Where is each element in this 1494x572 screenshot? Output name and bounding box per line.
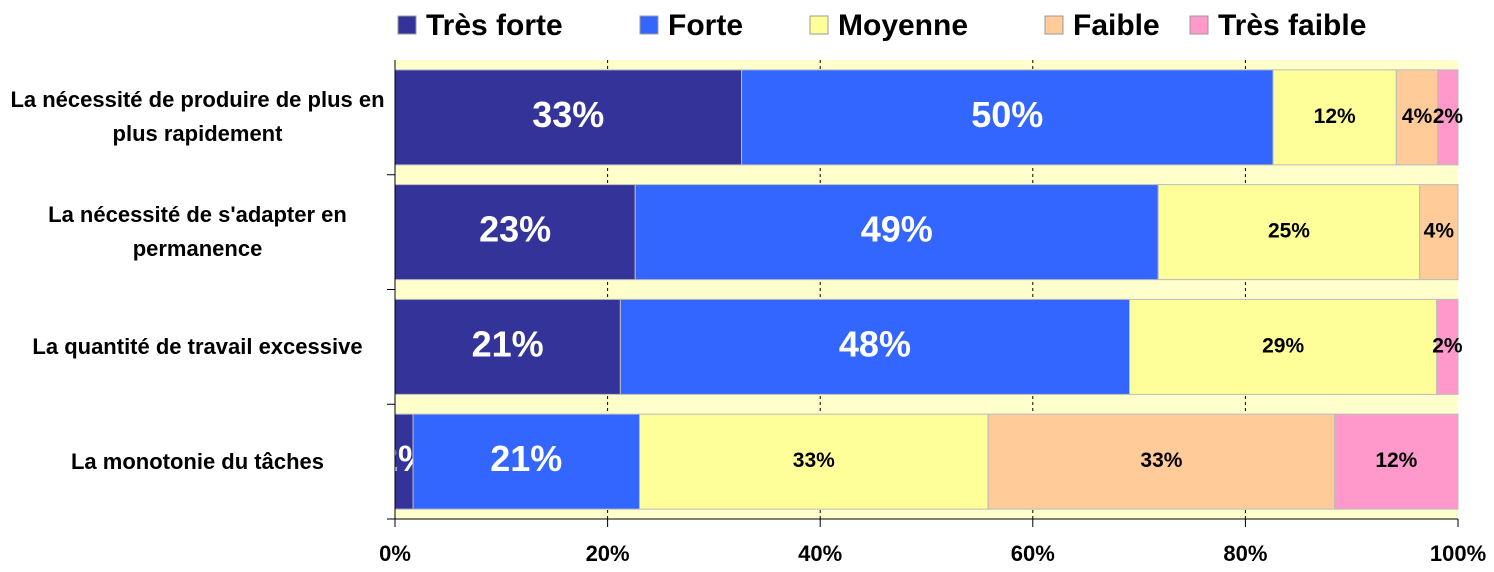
bar-segment: [1272, 69, 1397, 166]
y-tick-label: La monotonie du tâches: [70, 448, 325, 474]
data-label: 33%: [1140, 449, 1182, 472]
bar-segment: [1419, 184, 1459, 281]
y-tick-label: La nécessité de s'adapter en permanence: [48, 202, 347, 262]
data-label: 48%: [839, 323, 911, 364]
data-label: 33%: [532, 94, 604, 135]
legend-swatch: [397, 15, 417, 35]
data-label: 23%: [479, 209, 551, 250]
y-tick-label: La nécessité de produire de plus en plus…: [10, 87, 385, 147]
x-tick-label: 80%: [1223, 541, 1267, 566]
data-label: 12%: [1314, 105, 1356, 128]
x-tick-label: 0%: [379, 541, 411, 566]
bar-segment: [638, 413, 989, 510]
bar-segment: [987, 413, 1336, 510]
bar-segment: [619, 298, 1131, 395]
bar-segment: [1129, 298, 1438, 395]
data-label: 25%: [1268, 220, 1310, 243]
data-label: 4%: [1424, 220, 1455, 243]
legend-label: Forte: [668, 9, 743, 42]
bar-segment: [1334, 413, 1459, 510]
legend-swatch: [1189, 15, 1209, 35]
data-label: 21%: [490, 438, 562, 479]
x-tick-label: 40%: [798, 541, 842, 566]
legend-swatch: [1044, 15, 1064, 35]
data-label: 2%: [1432, 334, 1463, 357]
bar-segment: [1437, 69, 1459, 166]
data-label: 21%: [472, 323, 544, 364]
bar-segment: [412, 413, 640, 510]
legend-label: Moyenne: [838, 9, 968, 42]
y-tick-label: La quantité de travail excessive: [32, 333, 363, 359]
legend-label: Faible: [1073, 9, 1160, 42]
data-label: 4%: [1402, 105, 1433, 128]
data-label: 29%: [1262, 334, 1304, 357]
bar-segment: [394, 184, 636, 281]
legend-swatch: [809, 15, 829, 35]
x-tick-label: 20%: [586, 541, 630, 566]
data-label: 49%: [861, 209, 933, 250]
legend-label: Très forte: [426, 9, 563, 42]
data-label: 2%: [1433, 105, 1464, 128]
bar-segment: [394, 69, 743, 166]
legend-label: Très faible: [1218, 9, 1366, 42]
data-label: 33%: [793, 449, 835, 472]
bar-segment: [1157, 184, 1421, 281]
bar-segment: [634, 184, 1159, 281]
bar-segment: [394, 298, 621, 395]
x-tick-label: 60%: [1011, 541, 1055, 566]
legend-swatch: [639, 15, 659, 35]
data-label: 50%: [971, 94, 1043, 135]
bar-segment: [1436, 298, 1459, 395]
bar-segment: [1395, 69, 1439, 166]
bar-segment: [741, 69, 1274, 166]
x-tick-label: 100%: [1430, 541, 1486, 566]
data-label: 12%: [1375, 449, 1417, 472]
